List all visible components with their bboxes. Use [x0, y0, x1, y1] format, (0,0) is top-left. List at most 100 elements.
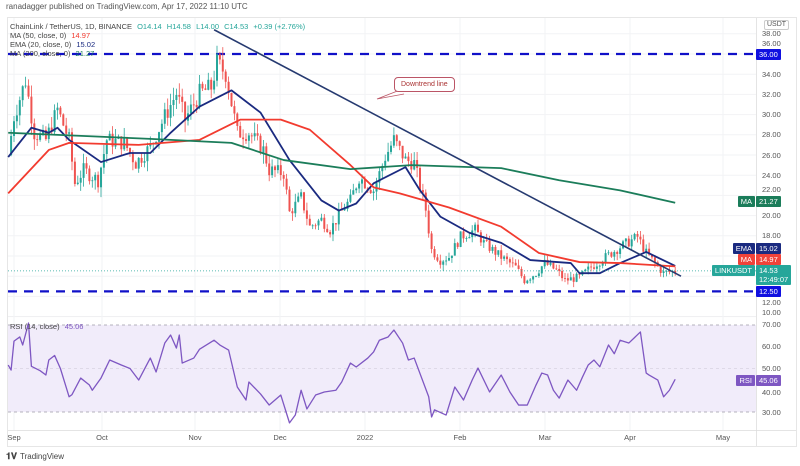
candle: [561, 271, 564, 279]
candle: [24, 85, 27, 87]
time-axis-label: Nov: [188, 433, 202, 442]
candle: [195, 104, 198, 108]
candle: [134, 162, 137, 169]
candle: [624, 238, 627, 242]
candle: [630, 239, 633, 247]
ma200-legend[interactable]: MA (200, close, 0) 21.27: [10, 49, 97, 58]
candle: [216, 54, 218, 81]
candle: [120, 136, 123, 150]
candle: [488, 240, 491, 251]
candle: [56, 107, 59, 111]
candle: [419, 167, 421, 191]
last-price: 14.53: [759, 266, 778, 275]
candle: [334, 223, 337, 225]
candle: [184, 101, 187, 121]
candle: [250, 135, 253, 137]
ma200-legend-label: MA (200, close, 0): [10, 49, 71, 58]
candle: [230, 93, 233, 107]
bar-countdown: 12:49:07: [759, 275, 789, 284]
candle: [514, 262, 517, 266]
price-tick-label: 36.00: [762, 39, 781, 48]
candle: [285, 178, 288, 190]
candle: [13, 121, 15, 136]
candle: [62, 114, 65, 126]
candle: [169, 105, 172, 118]
candle: [326, 228, 329, 233]
candle: [294, 201, 297, 214]
price-tick-label: 32.00: [762, 89, 781, 99]
candle: [210, 79, 213, 90]
candle: [506, 256, 508, 260]
rsi-line: [7, 322, 676, 424]
candle: [126, 137, 129, 149]
candle: [642, 239, 645, 252]
candle: [421, 190, 424, 193]
candle: [633, 233, 636, 240]
ema-name-tag: EMA: [732, 243, 755, 254]
candle: [346, 201, 349, 209]
candle: [503, 256, 506, 259]
candle: [155, 141, 158, 144]
candle: [648, 248, 651, 255]
candle: [587, 266, 590, 270]
candle: [329, 232, 332, 235]
candle: [517, 265, 520, 269]
candle: [27, 85, 30, 97]
candle: [85, 163, 88, 169]
candle: [662, 271, 665, 273]
candle: [30, 96, 33, 124]
candle: [456, 243, 459, 247]
candle: [349, 194, 352, 202]
downtrend-callout[interactable]: Downtrend line: [394, 77, 455, 92]
candle: [236, 113, 239, 126]
rsi-tick-label: 70.00: [762, 320, 781, 329]
candle: [485, 240, 488, 241]
ma200-legend-value: 21.27: [75, 49, 95, 58]
candle: [352, 190, 355, 195]
candle: [303, 192, 305, 211]
candle: [392, 135, 395, 146]
candle: [297, 196, 300, 202]
candle: [337, 209, 340, 225]
tradingview-logo[interactable]: 𝟏𝐕 TradingView: [6, 451, 64, 462]
candle: [268, 163, 271, 176]
candle: [477, 224, 479, 233]
candle: [381, 165, 384, 172]
candle: [256, 133, 259, 136]
candle: [175, 95, 178, 100]
price-tick-label: 18.00: [762, 231, 781, 241]
candle: [482, 240, 485, 243]
candle: [433, 249, 436, 258]
candle: [172, 99, 175, 106]
candle: [79, 177, 82, 183]
candle: [569, 277, 572, 281]
ma50-legend[interactable]: MA (50, close, 0) 14.97: [10, 31, 93, 40]
candle: [665, 270, 668, 272]
candle: [198, 83, 201, 108]
level-36-tag: 36.00: [756, 49, 781, 60]
candle: [355, 188, 358, 191]
candle: [227, 81, 230, 94]
candle: [526, 280, 529, 284]
candle: [247, 135, 250, 141]
candle: [508, 259, 511, 263]
price-tick-label: 22.00: [762, 185, 781, 194]
candle: [511, 262, 514, 264]
candle: [523, 276, 526, 284]
candle: [453, 243, 456, 256]
candle: [245, 139, 247, 141]
candle: [100, 167, 102, 188]
currency-label[interactable]: USDT: [764, 20, 790, 30]
candle: [398, 141, 401, 146]
candle: [140, 157, 143, 163]
candle: [314, 225, 317, 227]
symbol-name[interactable]: ChainLink / TetherUS, 1D, BINANCE: [10, 22, 132, 31]
ema20-legend[interactable]: EMA (20, close, 0) 15.02: [10, 40, 98, 49]
candle: [566, 278, 569, 281]
candle: [332, 223, 334, 235]
ohlc-change: +0.39 (+2.76%): [253, 22, 306, 31]
time-axis-label: May: [715, 433, 731, 442]
candle: [53, 110, 56, 133]
rsi-legend[interactable]: RSI (14, close) 45.06: [10, 322, 86, 331]
